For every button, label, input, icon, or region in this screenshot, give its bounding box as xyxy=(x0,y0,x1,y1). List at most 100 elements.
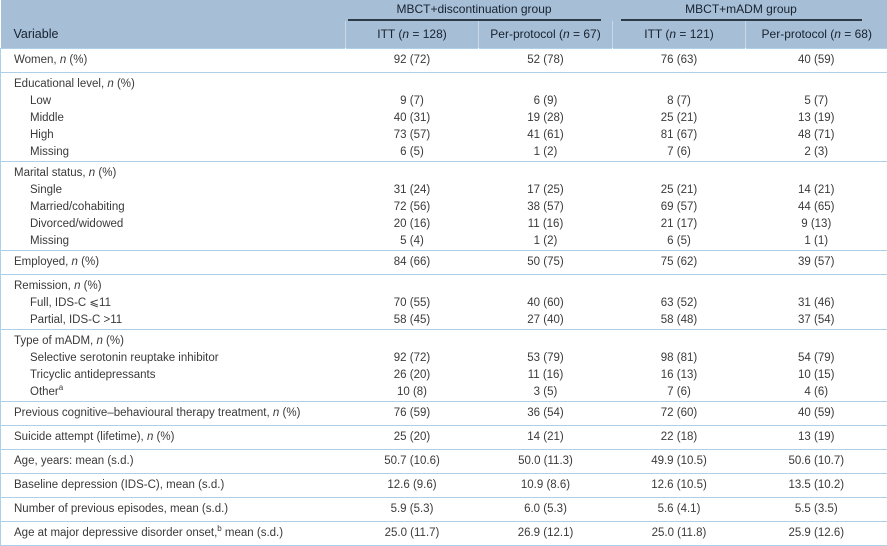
cell-value: 75 (62) xyxy=(613,250,746,274)
row-label: Middle xyxy=(1,110,346,127)
cell-value: 1 (2) xyxy=(479,144,613,162)
cell-value: 50.6 (10.7) xyxy=(746,449,887,473)
group-header-label: MBCT+discontinuation group xyxy=(348,0,601,21)
row-label: Remission, n (%) xyxy=(1,274,346,295)
row-label: Previous cognitive–behavioural therapy t… xyxy=(1,401,346,425)
cell-value: 20 (16) xyxy=(346,216,479,233)
cell-value: 22 (18) xyxy=(613,425,746,449)
cell-value: 41 (61) xyxy=(479,127,613,144)
cell-value: 27 (40) xyxy=(479,312,613,330)
cell-value: 49.9 (10.5) xyxy=(613,449,746,473)
cell-value: 11 (16) xyxy=(479,367,613,384)
row-label: Full, IDS-C ⩽11 xyxy=(1,295,346,312)
cell-value: 50.0 (11.3) xyxy=(479,449,613,473)
cell-value: 40 (59) xyxy=(746,48,887,72)
row-label: Educational level, n (%) xyxy=(1,72,346,93)
cell-value: 40 (60) xyxy=(479,295,613,312)
cell-value: 73 (57) xyxy=(346,127,479,144)
row-label: Single xyxy=(1,182,346,199)
group-header-mbct-discontinuation: MBCT+discontinuation group xyxy=(346,0,613,21)
row-label: Suicide attempt (lifetime), n (%) xyxy=(1,425,346,449)
row-label: Marital status, n (%) xyxy=(1,161,346,182)
cell-value: 13 (19) xyxy=(746,110,887,127)
cell-value: 25.9 (12.6) xyxy=(746,521,887,545)
row-label: Baseline depression (IDS-C), mean (s.d.) xyxy=(1,473,346,497)
table-row: Marital status, n (%) xyxy=(1,161,887,182)
table-body: Women, n (%)92 (72)52 (78)76 (63)40 (59)… xyxy=(1,48,887,545)
cell-value: 58 (45) xyxy=(346,312,479,330)
row-label: Age at major depressive disorder onset,b… xyxy=(1,521,346,545)
variable-header-spacer xyxy=(1,0,346,21)
cell-value: 76 (63) xyxy=(613,48,746,72)
cell-value: 13.5 (10.2) xyxy=(746,473,887,497)
row-label: High xyxy=(1,127,346,144)
table-row: Women, n (%)92 (72)52 (78)76 (63)40 (59) xyxy=(1,48,887,72)
cell-value: 10.9 (8.6) xyxy=(479,473,613,497)
cell-value: 25 (21) xyxy=(613,182,746,199)
table-header: MBCT+discontinuation group MBCT+mADM gro… xyxy=(1,0,887,48)
cell-value xyxy=(746,329,887,350)
row-label: Type of mADM, n (%) xyxy=(1,329,346,350)
col-header-per-protocol-madm: Per-protocol (n = 68) xyxy=(746,21,887,48)
row-label: Employed, n (%) xyxy=(1,250,346,274)
table-row: Number of previous episodes, mean (s.d.)… xyxy=(1,497,887,521)
table-row: Educational level, n (%) xyxy=(1,72,887,93)
group-header-mbct-madm: MBCT+mADM group xyxy=(613,0,887,21)
cell-value xyxy=(479,329,613,350)
row-label: Missing xyxy=(1,144,346,162)
row-label: Low xyxy=(1,93,346,110)
cell-value: 26 (20) xyxy=(346,367,479,384)
cell-value: 38 (57) xyxy=(479,199,613,216)
cell-value: 25.0 (11.7) xyxy=(346,521,479,545)
cell-value: 6 (9) xyxy=(479,93,613,110)
cell-value: 6 (5) xyxy=(613,233,746,251)
cell-value: 72 (60) xyxy=(613,401,746,425)
cell-value: 40 (31) xyxy=(346,110,479,127)
cell-value: 40 (59) xyxy=(746,401,887,425)
cell-value: 8 (7) xyxy=(613,93,746,110)
cell-value: 58 (48) xyxy=(613,312,746,330)
cell-value: 1 (1) xyxy=(746,233,887,251)
cell-value: 9 (7) xyxy=(346,93,479,110)
cell-value: 44 (65) xyxy=(746,199,887,216)
row-label: Selective serotonin reuptake inhibitor xyxy=(1,350,346,367)
cell-value xyxy=(613,161,746,182)
table-row: Employed, n (%)84 (66)50 (75)75 (62)39 (… xyxy=(1,250,887,274)
cell-value: 7 (6) xyxy=(613,144,746,162)
col-header-itt-madm: ITT (n = 121) xyxy=(613,21,746,48)
table-row: Age, years: mean (s.d.)50.7 (10.6)50.0 (… xyxy=(1,449,887,473)
table-row: Suicide attempt (lifetime), n (%)25 (20)… xyxy=(1,425,887,449)
row-label: Women, n (%) xyxy=(1,48,346,72)
cell-value: 70 (55) xyxy=(346,295,479,312)
cell-value xyxy=(613,274,746,295)
cell-value: 14 (21) xyxy=(479,425,613,449)
cell-value: 12.6 (9.6) xyxy=(346,473,479,497)
cell-value xyxy=(346,329,479,350)
cell-value: 98 (81) xyxy=(613,350,746,367)
cell-value xyxy=(746,72,887,93)
cell-value: 17 (25) xyxy=(479,182,613,199)
table-row: Baseline depression (IDS-C), mean (s.d.)… xyxy=(1,473,887,497)
cell-value: 11 (16) xyxy=(479,216,613,233)
row-label: Married/cohabiting xyxy=(1,199,346,216)
table-row: Age at major depressive disorder onset,b… xyxy=(1,521,887,545)
cell-value xyxy=(479,274,613,295)
cell-value: 6 (5) xyxy=(346,144,479,162)
cell-value: 31 (46) xyxy=(746,295,887,312)
cell-value xyxy=(746,274,887,295)
cell-value: 92 (72) xyxy=(346,350,479,367)
row-label: Othera xyxy=(1,384,346,402)
cell-value: 84 (66) xyxy=(346,250,479,274)
cell-value: 81 (67) xyxy=(613,127,746,144)
row-label: Divorced/widowed xyxy=(1,216,346,233)
